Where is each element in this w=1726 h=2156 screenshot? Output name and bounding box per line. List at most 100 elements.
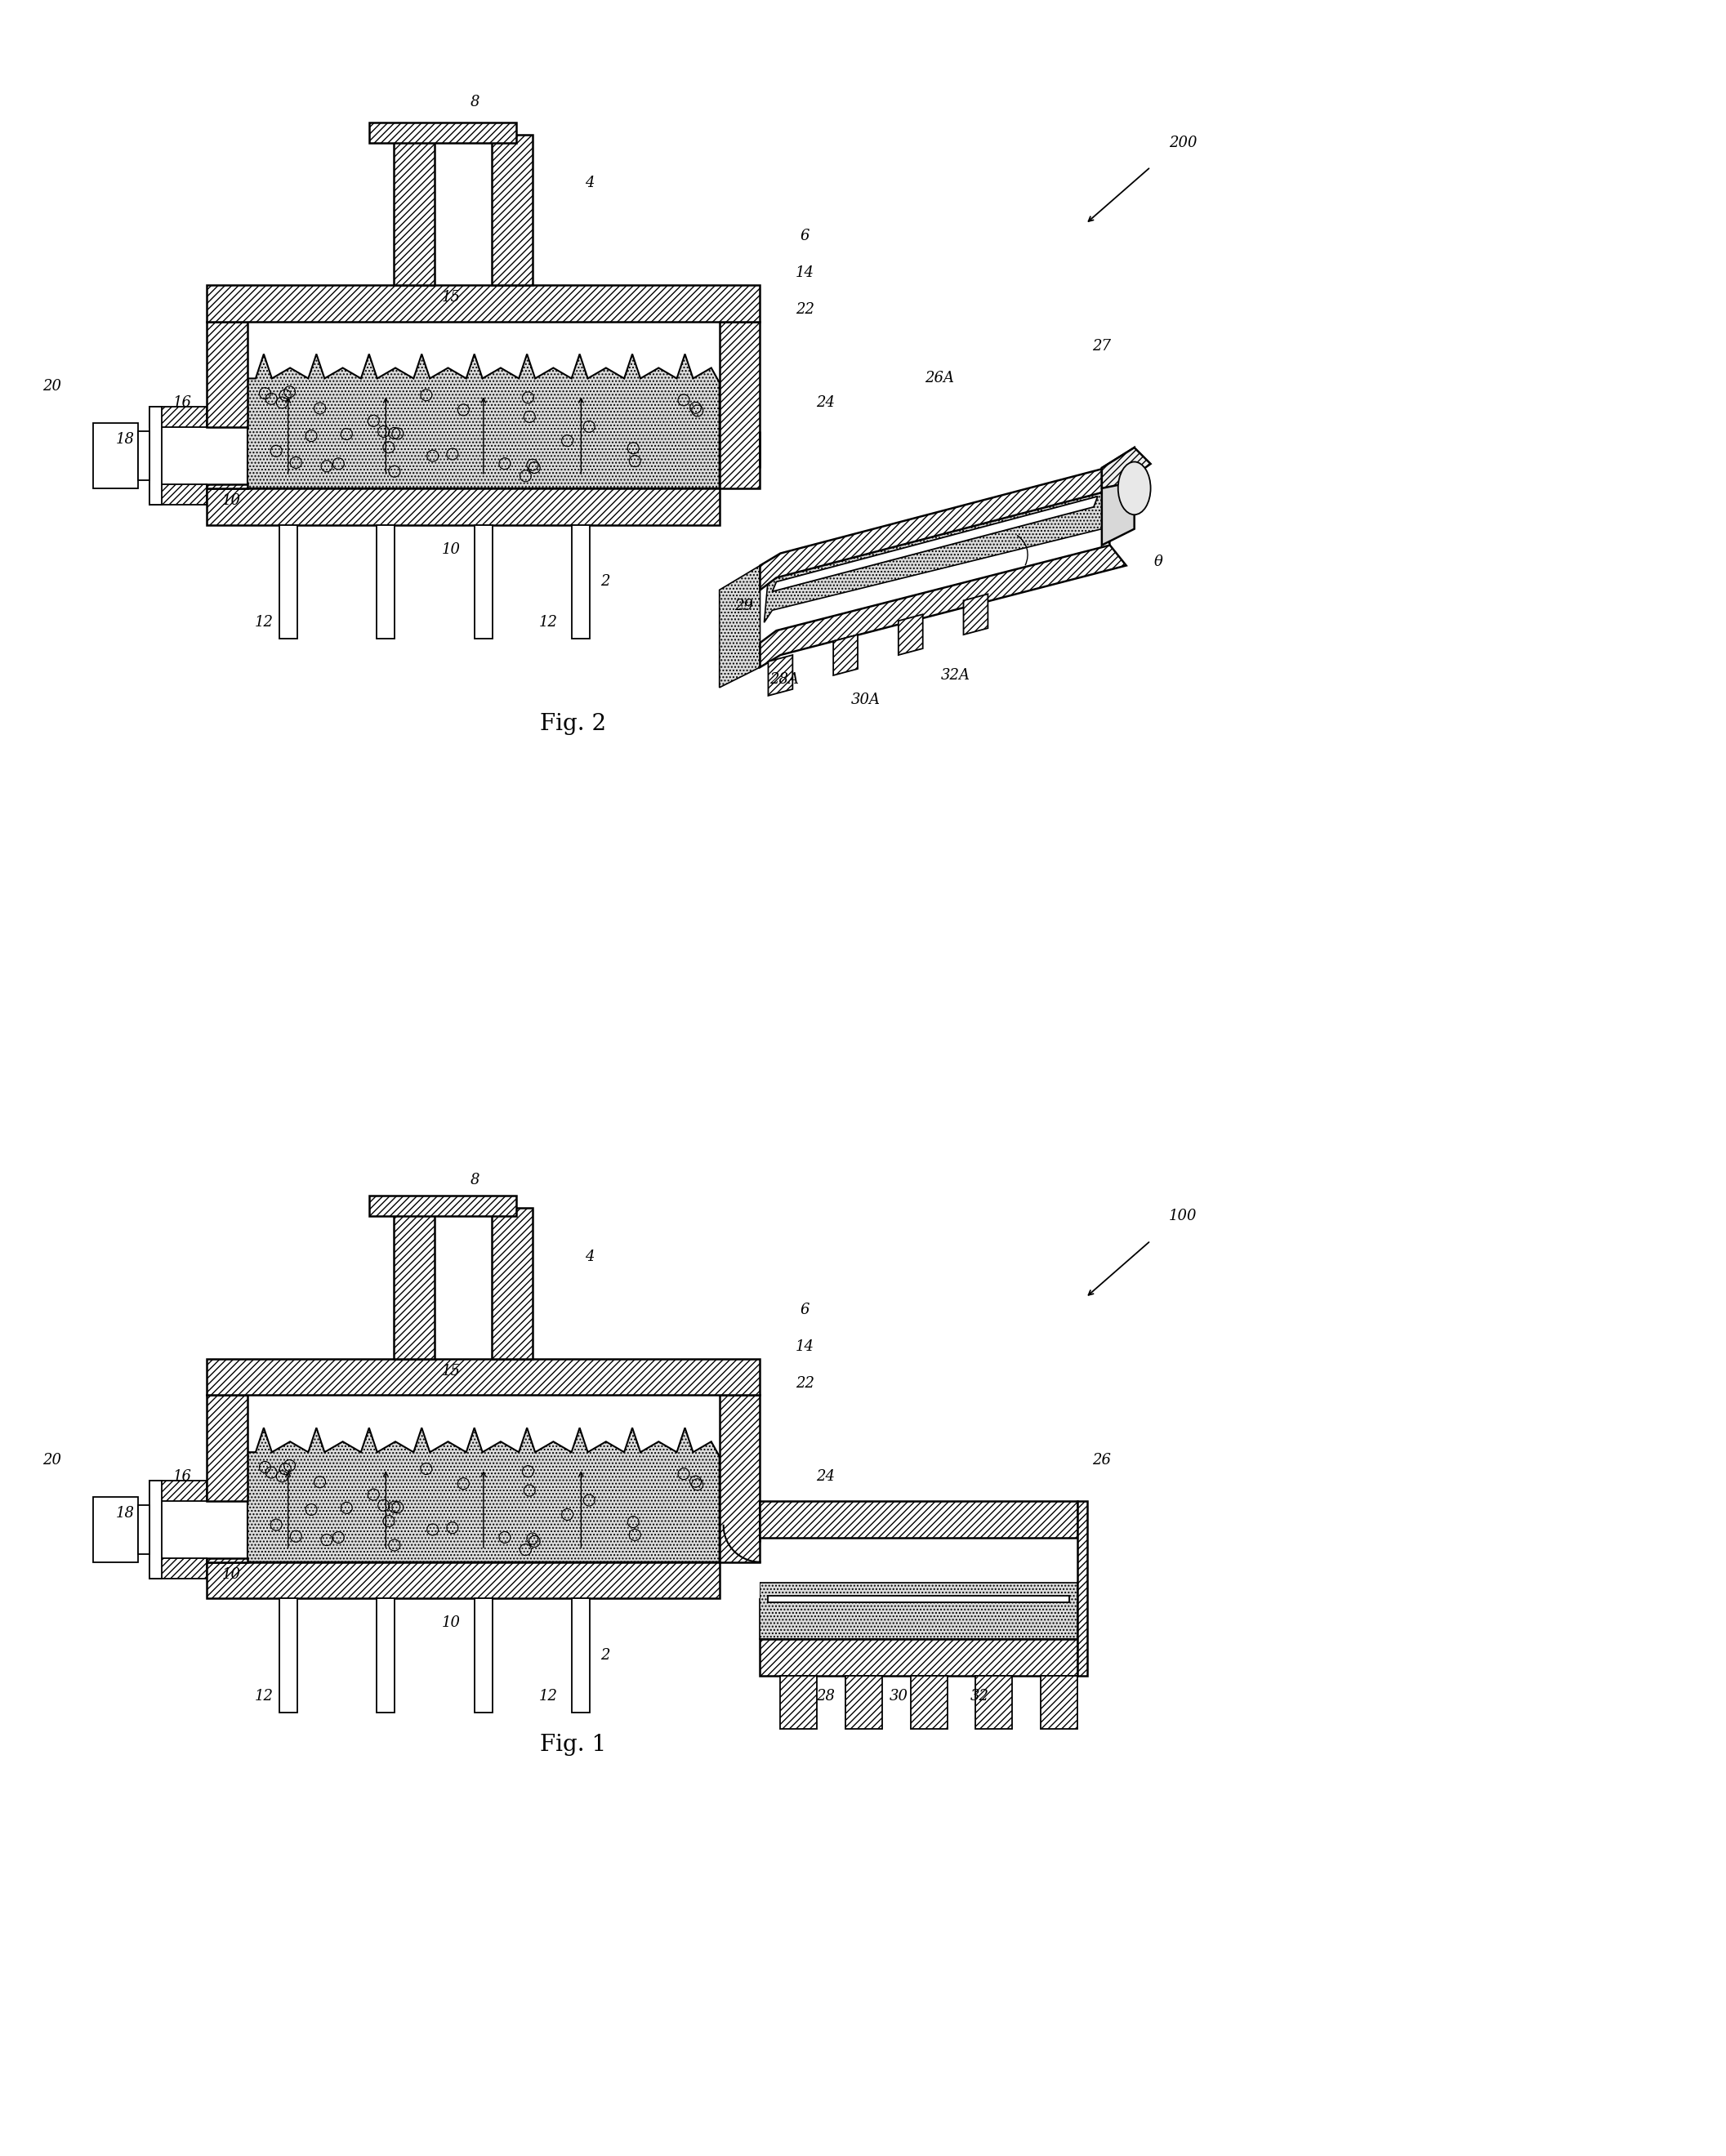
Bar (150, 485, 207, 505)
Text: 29: 29 (734, 599, 753, 614)
Bar (207, 285, 759, 321)
Bar (492, 134, 532, 285)
Text: Fig. 1: Fig. 1 (540, 1733, 606, 1755)
Bar (911, 1675, 948, 1729)
Bar (207, 1358, 759, 1395)
Bar (207, 487, 720, 524)
Text: 30: 30 (889, 1688, 908, 1703)
Polygon shape (759, 1583, 1077, 1639)
Text: 20: 20 (43, 379, 62, 395)
Text: 24: 24 (816, 1468, 835, 1483)
Text: 16: 16 (173, 1468, 192, 1483)
Bar (475, 524, 492, 638)
Polygon shape (768, 655, 792, 696)
Bar (759, 1639, 1077, 1675)
Text: 4: 4 (585, 1250, 594, 1263)
Bar (150, 407, 162, 505)
Bar (207, 1561, 720, 1598)
Text: 32A: 32A (941, 668, 970, 683)
Text: 28: 28 (816, 1688, 835, 1703)
Text: 100: 100 (1169, 1210, 1198, 1225)
Polygon shape (759, 545, 1125, 666)
Text: 10: 10 (223, 494, 240, 509)
Text: 4: 4 (585, 177, 594, 190)
Ellipse shape (1118, 461, 1151, 515)
Bar (207, 485, 247, 487)
Bar (376, 1598, 395, 1712)
Polygon shape (899, 614, 923, 655)
Polygon shape (720, 431, 759, 487)
Bar (435, 1207, 492, 1358)
Bar (280, 524, 297, 638)
Text: 12: 12 (254, 614, 273, 630)
Text: 8: 8 (471, 1173, 480, 1188)
Bar (720, 1395, 759, 1561)
Polygon shape (834, 634, 858, 675)
Bar (435, 134, 492, 285)
Text: 16: 16 (173, 395, 192, 410)
Polygon shape (759, 468, 1118, 591)
Bar (768, 1595, 1068, 1602)
Text: 22: 22 (796, 1376, 815, 1391)
Text: 14: 14 (796, 265, 815, 280)
Text: 15: 15 (442, 289, 461, 304)
Bar (571, 1598, 590, 1712)
Bar (207, 1559, 247, 1561)
Bar (975, 1675, 1013, 1729)
Text: 10: 10 (223, 1567, 240, 1583)
Polygon shape (1101, 448, 1151, 487)
Bar (369, 1197, 516, 1216)
Text: 26A: 26A (925, 371, 954, 386)
Text: 15: 15 (442, 1363, 461, 1378)
Bar (150, 1481, 207, 1501)
Polygon shape (963, 595, 987, 634)
Bar (394, 134, 435, 285)
Bar (571, 524, 590, 638)
Bar (93, 1496, 138, 1561)
Text: 10: 10 (442, 541, 461, 556)
Polygon shape (720, 1505, 759, 1561)
Bar (376, 524, 395, 638)
Polygon shape (765, 481, 1110, 623)
Bar (1077, 1501, 1087, 1675)
Text: 26: 26 (1093, 1453, 1112, 1468)
Text: 20: 20 (43, 1453, 62, 1468)
Bar (846, 1675, 882, 1729)
Text: 22: 22 (796, 302, 815, 317)
Polygon shape (720, 431, 759, 487)
Text: 12: 12 (539, 1688, 557, 1703)
Bar (1041, 1675, 1077, 1729)
Text: 24: 24 (816, 395, 835, 410)
Bar (720, 321, 759, 487)
Polygon shape (247, 1427, 720, 1561)
Text: 27: 27 (1093, 338, 1112, 354)
Polygon shape (1101, 448, 1134, 545)
Bar (138, 431, 150, 481)
Bar (150, 407, 207, 427)
Bar (280, 1598, 297, 1712)
Text: 12: 12 (539, 614, 557, 630)
Bar (759, 1501, 1077, 1537)
Text: 18: 18 (116, 1505, 135, 1520)
Text: 32: 32 (970, 1688, 989, 1703)
Bar (780, 1675, 816, 1729)
Polygon shape (772, 496, 1098, 591)
Text: 28A: 28A (770, 673, 799, 688)
Bar (720, 1542, 759, 1598)
Text: 2: 2 (601, 573, 611, 589)
Text: θ: θ (1155, 554, 1163, 569)
Text: 12: 12 (254, 1688, 273, 1703)
Bar (150, 1481, 162, 1578)
Polygon shape (247, 354, 720, 487)
Text: Fig. 2: Fig. 2 (540, 714, 606, 735)
Bar (492, 1207, 532, 1358)
Text: 2: 2 (601, 1647, 611, 1662)
Bar (394, 1207, 435, 1358)
Text: 30A: 30A (851, 692, 880, 707)
Bar (93, 423, 138, 487)
Bar (138, 1505, 150, 1554)
Bar (150, 1559, 207, 1578)
Polygon shape (720, 565, 759, 688)
Text: 6: 6 (801, 1302, 809, 1317)
Text: 18: 18 (116, 431, 135, 446)
